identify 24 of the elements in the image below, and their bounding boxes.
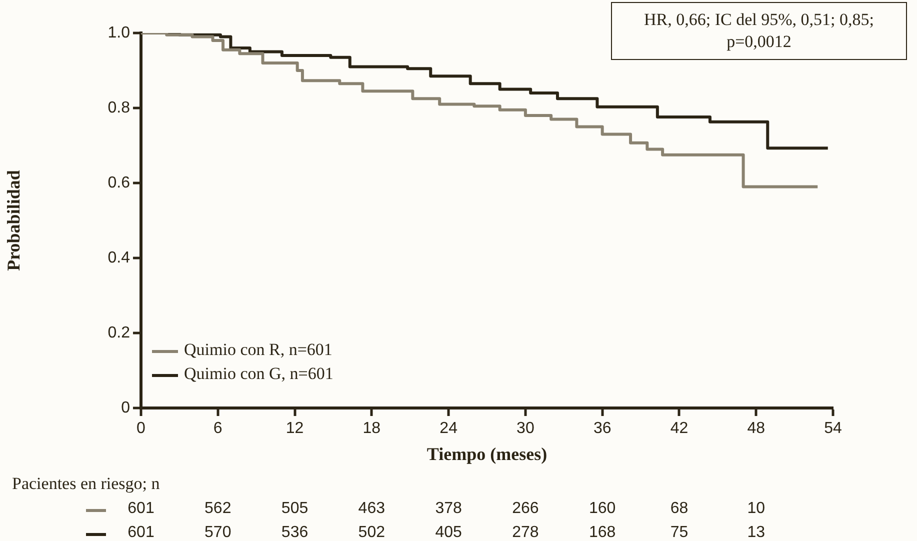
text: 601 562 505 463 378 266 160 68 10: [128, 500, 766, 517]
x-tick-label: 54: [824, 420, 842, 438]
text: Pacientes en riesgo; n: [12, 474, 160, 494]
x-tick-label: 30: [516, 420, 534, 438]
y-tick-label: 0.6: [108, 174, 130, 192]
y-tick-label: 1.0: [108, 24, 130, 42]
y-tick-label: 0.4: [108, 249, 130, 266]
x-tick-label: 24: [440, 420, 458, 438]
y-tick-label: 0.8: [108, 99, 130, 116]
x-tick-label: 48: [747, 420, 766, 438]
text-box: HR, 0,66; IC del 95%, 0,51; 0,85; p=0,0012: [611, 2, 907, 60]
x-tick-label: 0: [136, 420, 146, 438]
x-tick-label: 42: [670, 420, 688, 438]
y-tick-label: 0.2: [108, 324, 130, 342]
y-tick-label: 0: [121, 399, 130, 416]
x-tick-label: 18: [362, 420, 381, 438]
y-axis-title: Probabilidad: [3, 170, 24, 271]
x-tick-label: 36: [593, 420, 612, 438]
legend-label: Quimio con R, n=601: [183, 339, 334, 361]
x-tick-label: 6: [213, 420, 222, 438]
legend-label: Quimio con G, n=601: [183, 363, 334, 385]
text: 601 570 536 502 405 278 168 75 13: [128, 524, 766, 541]
x-axis-title: Tiempo (meses): [426, 444, 548, 464]
x-tick-label: 12: [286, 420, 304, 438]
